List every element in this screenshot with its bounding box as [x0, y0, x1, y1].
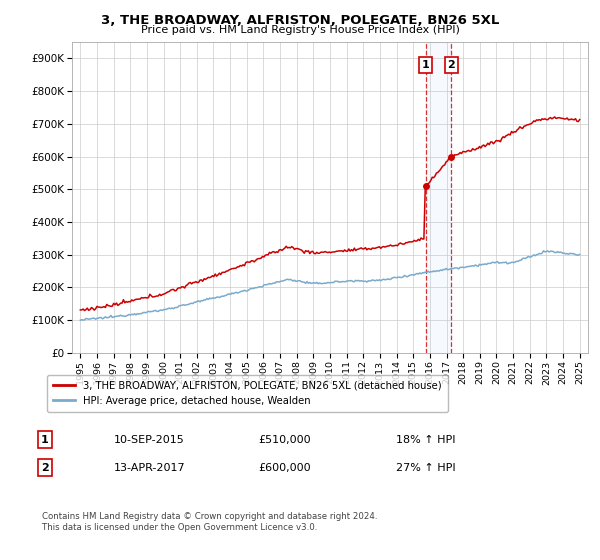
Text: 10-SEP-2015: 10-SEP-2015: [114, 435, 185, 445]
Text: 18% ↑ HPI: 18% ↑ HPI: [396, 435, 455, 445]
Text: 1: 1: [422, 60, 430, 70]
Text: 1: 1: [41, 435, 49, 445]
Text: 27% ↑ HPI: 27% ↑ HPI: [396, 463, 455, 473]
Text: £510,000: £510,000: [258, 435, 311, 445]
Text: 3, THE BROADWAY, ALFRISTON, POLEGATE, BN26 5XL: 3, THE BROADWAY, ALFRISTON, POLEGATE, BN…: [101, 14, 499, 27]
Text: Price paid vs. HM Land Registry's House Price Index (HPI): Price paid vs. HM Land Registry's House …: [140, 25, 460, 35]
Text: 2: 2: [41, 463, 49, 473]
Text: Contains HM Land Registry data © Crown copyright and database right 2024.
This d: Contains HM Land Registry data © Crown c…: [42, 512, 377, 532]
Text: 13-APR-2017: 13-APR-2017: [114, 463, 185, 473]
Text: 2: 2: [448, 60, 455, 70]
Bar: [426, 42, 451, 353]
Text: £600,000: £600,000: [258, 463, 311, 473]
Legend: 3, THE BROADWAY, ALFRISTON, POLEGATE, BN26 5XL (detached house), HPI: Average pr: 3, THE BROADWAY, ALFRISTON, POLEGATE, BN…: [47, 375, 448, 412]
